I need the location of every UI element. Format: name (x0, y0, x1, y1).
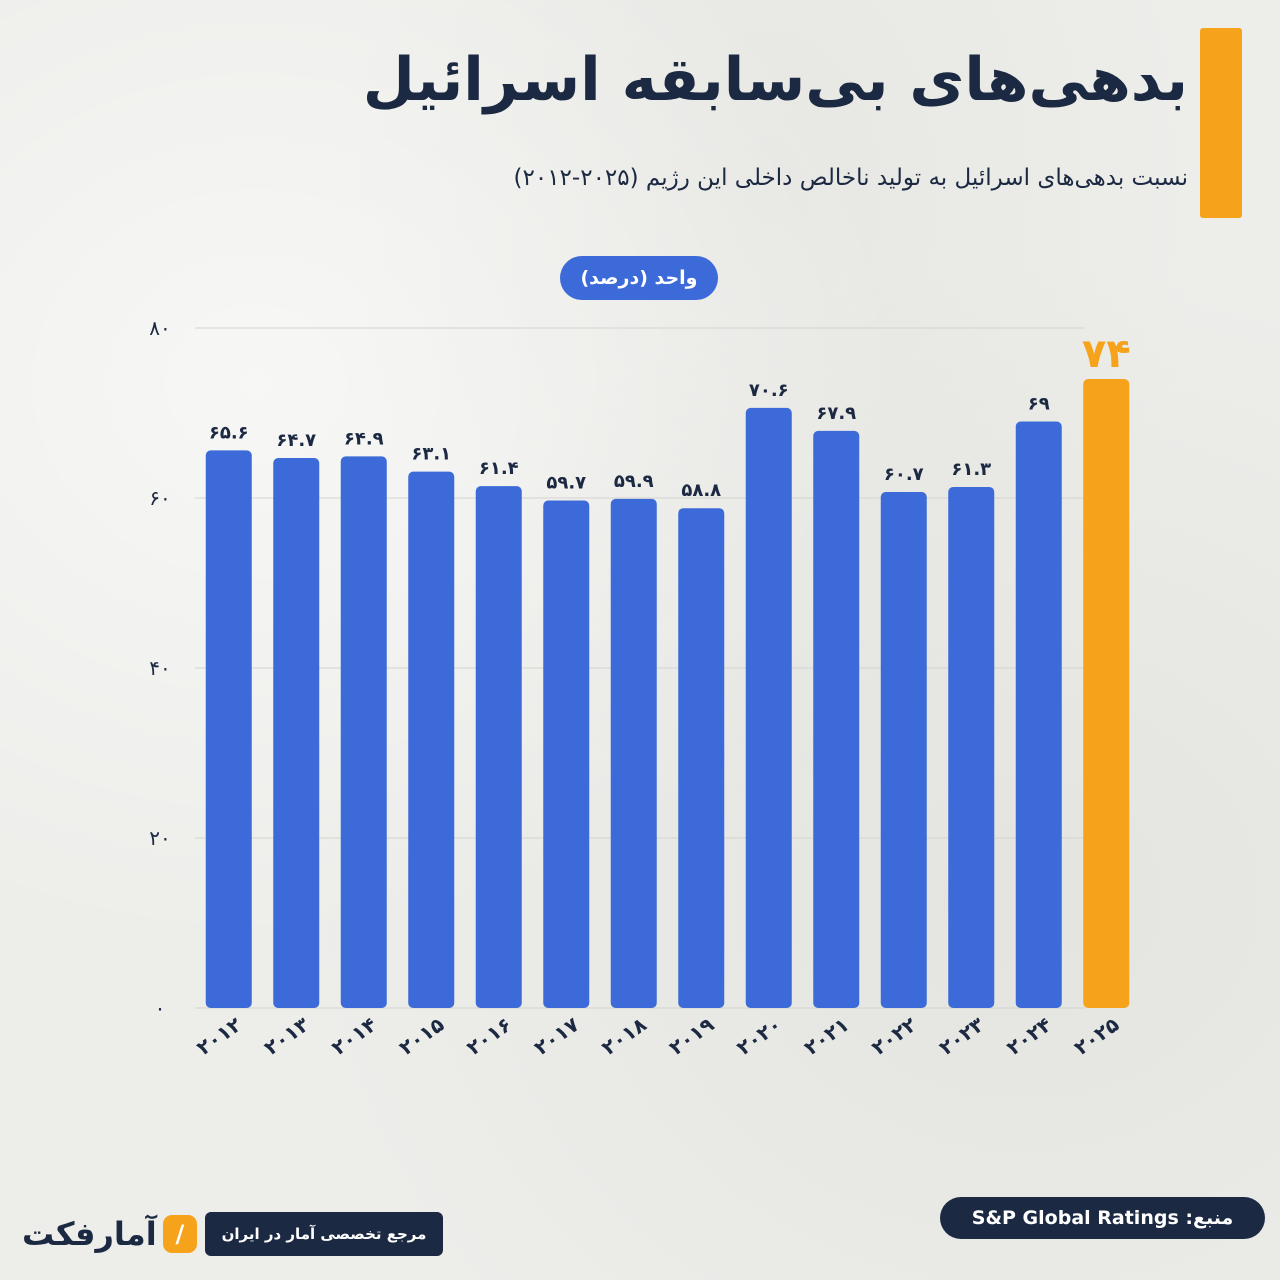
value-label: ۶۴.۷ (276, 430, 316, 451)
value-label: ۶۹ (1028, 394, 1050, 415)
x-tick-label: ۲۰۱۷ (530, 1012, 584, 1060)
x-tick-label: ۲۰۱۸ (597, 1012, 651, 1060)
bar (813, 430, 860, 1009)
unit-badge: واحد (درصد) (560, 256, 718, 300)
value-label: ۶۷.۹ (816, 403, 856, 424)
tagline-badge: مرجع تخصصی آمار در ایران (205, 1212, 443, 1256)
value-label: ۵۹.۷ (546, 473, 586, 494)
x-tick-label: ۲۰۱۵ (395, 1012, 449, 1060)
bar (273, 458, 320, 1008)
logo-text: آمارفکت (22, 1215, 157, 1253)
x-tick-label: ۲۰۲۱ (800, 1012, 854, 1060)
bar-highlight (1083, 379, 1130, 1008)
chart-slash-icon: / (162, 1215, 197, 1253)
bar-chart: ۰ ۲۰ ۴۰ ۶۰ ۸۰ ۶۵.۶ ۶۴.۷ ۶۴.۹ ۶۳.۱ ۶۱.۴ ۵۹.۷ ۵۹.۹ ۵۸… (149, 316, 1131, 1060)
x-tick-label: ۲۰۲۲ (867, 1012, 921, 1060)
bar (475, 486, 522, 1009)
bar (1015, 421, 1062, 1008)
bar (745, 407, 792, 1008)
x-tick-label: ۲۰۲۳ (935, 1012, 989, 1060)
x-tick-label: ۲۰۱۳ (260, 1012, 314, 1060)
x-tick-label: ۲۰۲۵ (1070, 1012, 1124, 1060)
x-tick-label: ۲۰۲۴ (1002, 1012, 1056, 1060)
value-label: ۶۳.۱ (411, 444, 451, 465)
brand-logo: / آمارفکت (22, 1208, 197, 1260)
y-tick-label: ۸۰ (149, 316, 170, 340)
x-tick-label: ۲۰۱۲ (192, 1012, 246, 1060)
value-label: ۶۴.۹ (344, 428, 384, 449)
y-tick-label: ۴۰ (149, 656, 170, 680)
x-axis-labels: ۲۰۱۲ ۲۰۱۳ ۲۰۱۴ ۲۰۱۵ ۲۰۱۶ ۲۰۱۷ ۲۰۱۸ ۲۰۱۹ ۲۰۲۰ ۲۰۲۱… (192, 1012, 1123, 1060)
value-label: ۵۹.۹ (614, 471, 654, 492)
x-tick-label: ۲۰۱۹ (665, 1012, 719, 1060)
value-labels: ۶۵.۶ ۶۴.۷ ۶۴.۹ ۶۳.۱ ۶۱.۴ ۵۹.۷ ۵۹.۹ ۵۸.۸ ۷۰.۶ ۶۷.۹… (209, 331, 1131, 501)
x-tick-label: ۲۰۲۰ (732, 1012, 786, 1060)
value-label: ۶۰.۷ (884, 464, 924, 485)
bar (678, 508, 725, 1008)
value-label: ۶۱.۳ (951, 459, 991, 480)
x-tick-label: ۲۰۱۶ (462, 1012, 516, 1060)
y-axis-labels: ۰ ۲۰ ۴۰ ۶۰ ۸۰ (149, 316, 170, 1020)
bar (880, 492, 927, 1008)
accent-bar (1200, 28, 1242, 218)
bars (205, 379, 1130, 1009)
page-subtitle: نسبت بدهی‌های اسرائیل به تولید ناخالص دا… (513, 165, 1189, 191)
value-label: ۶۱.۴ (479, 458, 519, 479)
x-tick-label: ۲۰۱۴ (327, 1012, 381, 1060)
value-label: ۷۰.۶ (749, 380, 789, 401)
y-tick-label: ۲۰ (149, 826, 170, 850)
bar (948, 486, 995, 1008)
bar (205, 450, 252, 1008)
y-tick-label: ۰ (155, 996, 166, 1020)
page-title: بدهی‌های بی‌سابقه اسرائیل (362, 45, 1188, 115)
y-tick-label: ۶۰ (149, 486, 170, 510)
bar (408, 471, 455, 1008)
source-badge: منبع: S&P Global Ratings (940, 1197, 1265, 1239)
value-label: ۶۵.۶ (209, 422, 249, 443)
bar (610, 498, 657, 1008)
bar (543, 500, 590, 1008)
value-label-highlight: ۷۴ (1082, 331, 1131, 377)
value-label: ۵۸.۸ (681, 480, 721, 501)
bar (340, 456, 387, 1009)
